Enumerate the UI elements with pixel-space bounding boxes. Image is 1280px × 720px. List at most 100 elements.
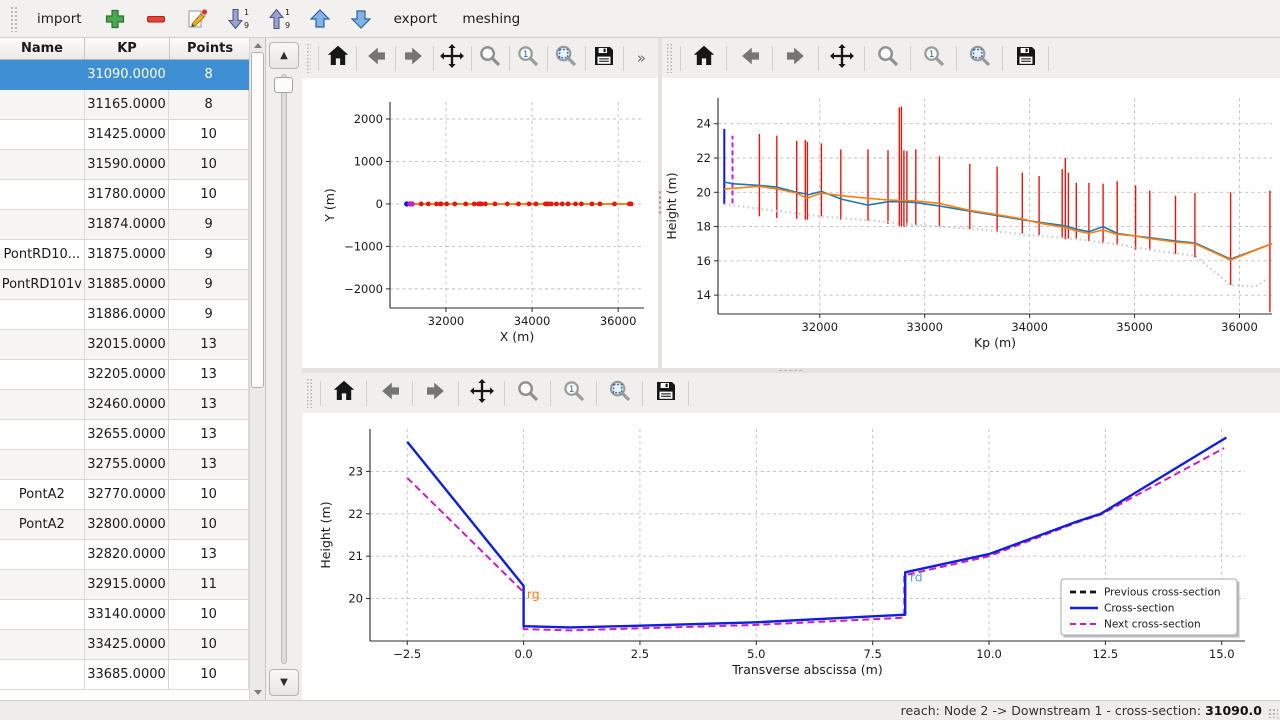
cell-name[interactable] [0,330,85,360]
cell-points[interactable]: 8 [169,90,249,120]
back-button[interactable] [372,377,407,410]
cell-name[interactable] [0,600,85,630]
cell-kp[interactable]: 31165.0000 [84,90,170,120]
toolbar-overflow-button[interactable]: » [636,49,646,67]
table-scrollbar[interactable] [249,38,265,700]
back-button[interactable] [362,42,389,75]
column-header-kp[interactable]: KP [85,38,170,59]
delete-cross-section-button[interactable] [142,5,170,33]
toolbar-drag-handle[interactable] [306,43,312,73]
cell-kp[interactable]: 32015.0000 [84,330,170,360]
pan-button[interactable] [439,42,466,75]
table-row[interactable]: 32820.0000 13 [0,540,249,570]
zoom-button[interactable] [510,377,545,410]
section-slider-track[interactable] [274,74,293,664]
cell-name[interactable]: PontRD10... [0,240,85,270]
column-header-name[interactable]: Name [0,38,85,59]
cell-name[interactable] [0,180,85,210]
xy-figure-canvas[interactable]: 32000 34000 36000 −2000 −1000 0 1000 2000 X (m) Y… [302,78,658,368]
cell-points[interactable]: 10 [169,660,249,690]
sort-descending-button[interactable]: 1 9 [224,5,252,33]
next-section-button[interactable]: ▼ [269,669,299,696]
cell-kp[interactable]: 31885.0000 [84,270,170,300]
cell-name[interactable] [0,90,85,120]
table-row[interactable]: 33140.0000 10 [0,600,249,630]
cell-name[interactable] [0,660,85,690]
import-button[interactable]: import [31,7,88,31]
toolbar-drag-handle[interactable] [10,5,18,32]
cell-points[interactable]: 13 [169,390,249,420]
cross-section-canvas[interactable]: rg rd −2.5 0.0 2.5 5.0 7.5 10.0 12.5 15.0 20 21 22 23… [302,413,1280,700]
zoom-1-button[interactable]: 1 [556,377,591,410]
scrollbar-thumb[interactable] [251,52,264,388]
cell-kp[interactable]: 31780.0000 [84,180,170,210]
cell-points[interactable]: 9 [169,300,249,330]
cell-points[interactable]: 13 [169,540,249,570]
cell-points[interactable]: 9 [169,210,249,240]
scrollbar-down-arrow[interactable] [250,686,265,699]
cell-points[interactable]: 13 [169,360,249,390]
cell-kp[interactable]: 31425.0000 [84,120,170,150]
table-row[interactable]: 31590.0000 10 [0,150,249,180]
table-row[interactable]: PontA2 32770.0000 10 [0,480,249,510]
cell-name[interactable] [0,570,85,600]
move-down-button[interactable] [347,5,375,33]
cell-kp[interactable]: 32655.0000 [84,420,170,450]
add-cross-section-button[interactable] [101,5,129,33]
cell-points[interactable]: 10 [169,120,249,150]
cell-kp[interactable]: 31590.0000 [84,150,170,180]
cell-points[interactable]: 10 [169,150,249,180]
section-slider-thumb[interactable] [274,77,293,93]
edit-cross-section-button[interactable] [183,5,211,33]
pan-button[interactable] [464,377,499,410]
cell-kp[interactable]: 31090.0000 [84,60,170,90]
cell-name[interactable] [0,120,85,150]
cell-name[interactable] [0,360,85,390]
cell-name[interactable]: PontA2 [0,510,85,540]
cell-name[interactable]: PontRD101v [0,270,85,300]
cell-points[interactable]: 13 [169,420,249,450]
cell-name[interactable] [0,450,85,480]
table-row[interactable]: 31874.0000 9 [0,210,249,240]
zoom-button[interactable] [477,42,504,75]
save-button[interactable] [648,377,683,410]
cell-kp[interactable]: 32915.0000 [84,570,170,600]
table-row[interactable]: 32655.0000 13 [0,420,249,450]
table-row[interactable]: 31090.0000 8 [0,60,249,90]
zoom-to-rect-button[interactable] [602,377,637,410]
cell-kp[interactable]: 32460.0000 [84,390,170,420]
cell-kp[interactable]: 33425.0000 [84,630,170,660]
cell-name[interactable] [0,630,85,660]
cell-points[interactable]: 13 [169,450,249,480]
kp-profile-canvas[interactable]: 32000 33000 34000 35000 36000 14 16 18 20 22 24 Kp … [662,78,1280,368]
cell-name[interactable] [0,420,85,450]
table-row[interactable]: 32015.0000 13 [0,330,249,360]
table-row[interactable]: 31780.0000 10 [0,180,249,210]
toolbar-drag-handle[interactable] [666,43,673,73]
cell-kp[interactable]: 31875.0000 [84,240,170,270]
pan-button[interactable] [824,42,859,75]
table-row[interactable]: PontRD101v 31885.0000 9 [0,270,249,300]
table-row[interactable]: 31886.0000 9 [0,300,249,330]
previous-section-button[interactable]: ▲ [269,42,299,69]
table-row[interactable]: 33685.0000 10 [0,660,249,690]
cell-kp[interactable]: 32820.0000 [84,540,170,570]
cell-kp[interactable]: 31874.0000 [84,210,170,240]
toolbar-drag-handle[interactable] [306,378,313,408]
vertical-splitter[interactable] [658,38,662,368]
cell-kp[interactable]: 31886.0000 [84,300,170,330]
zoom-1-button[interactable]: 1 [515,42,542,75]
table-row[interactable]: 32915.0000 11 [0,570,249,600]
cell-points[interactable]: 9 [169,270,249,300]
table-row[interactable]: PontA2 32800.0000 10 [0,510,249,540]
save-button[interactable] [1008,42,1043,75]
cell-points[interactable]: 11 [169,570,249,600]
cell-points[interactable]: 10 [169,180,249,210]
home-button[interactable] [686,42,721,75]
cell-points[interactable]: 10 [169,480,249,510]
forward-button[interactable] [401,42,428,75]
cell-kp[interactable]: 32800.0000 [84,510,170,540]
resize-grip[interactable] [1268,708,1278,718]
forward-button[interactable] [778,42,813,75]
sort-ascending-button[interactable]: 1 9 [265,5,293,33]
